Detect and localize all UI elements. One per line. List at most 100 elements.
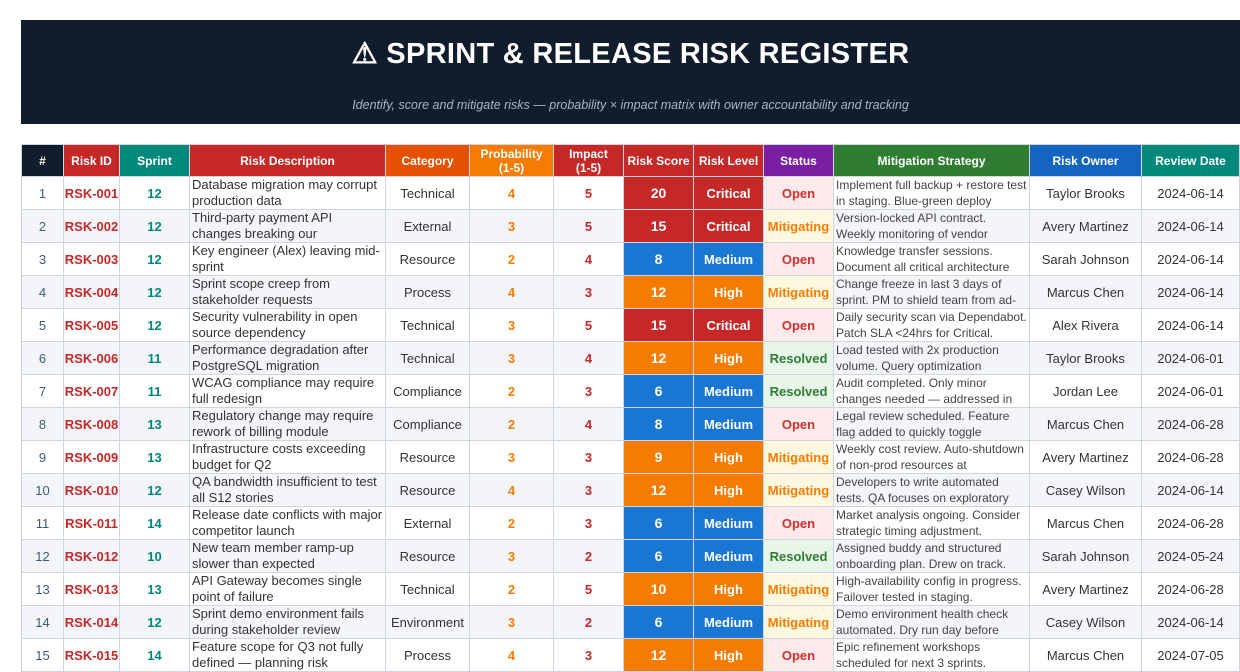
- impact: 4: [553, 341, 624, 375]
- risk-id: RSK-005: [63, 308, 120, 342]
- mitigation-strategy: Legal review scheduled. Feature flag add…: [836, 409, 1010, 439]
- sprint: 12: [119, 605, 190, 639]
- table-row: 11 RSK-011 14 Release date conflicts with m…: [21, 506, 1240, 540]
- risk-level: Medium: [693, 374, 764, 408]
- impact: 2: [553, 539, 624, 573]
- review-date: 2024-06-14: [1141, 176, 1240, 210]
- risk-level: Medium: [693, 407, 764, 441]
- risk-score: 6: [623, 506, 694, 540]
- review-date: 2024-06-28: [1141, 506, 1240, 540]
- risk-level: Medium: [693, 605, 764, 639]
- mitigation-strategy-cell: Audit completed. Only minor changes need…: [833, 374, 1030, 408]
- impact: 5: [553, 308, 624, 342]
- mitigation-strategy: Daily security scan via Dependabot. Patc…: [836, 310, 1027, 340]
- category: External: [385, 209, 470, 243]
- risk-description: Security vulnerability in open source de…: [192, 309, 358, 341]
- probability: 4: [469, 275, 554, 309]
- category: Resource: [385, 473, 470, 507]
- risk-description: QA bandwidth insufficient to test all S1…: [192, 474, 377, 506]
- review-date: 2024-06-14: [1141, 473, 1240, 507]
- category: Compliance: [385, 374, 470, 408]
- table-row: 1 RSK-001 12 Database migration may corrupt…: [21, 176, 1240, 210]
- risk-owner: Casey Wilson: [1029, 473, 1142, 507]
- review-date: 2024-05-24: [1141, 539, 1240, 573]
- status: Open: [763, 308, 834, 342]
- risk-description: New team member ramp-up slower than expe…: [192, 540, 354, 572]
- column-header: Risk Level: [693, 144, 764, 177]
- status: Resolved: [763, 374, 834, 408]
- probability: 3: [469, 539, 554, 573]
- mitigation-strategy-cell: Load tested with 2x production volume. Q…: [833, 341, 1030, 375]
- probability: 3: [469, 341, 554, 375]
- risk-score: 6: [623, 374, 694, 408]
- status: Resolved: [763, 341, 834, 375]
- risk-level: High: [693, 638, 764, 672]
- probability: 3: [469, 308, 554, 342]
- risk-description-cell: Performance degradation after PostgreSQL…: [189, 341, 386, 375]
- sprint: 12: [119, 473, 190, 507]
- mitigation-strategy: Assigned buddy and structured onboarding…: [836, 541, 1007, 571]
- mitigation-strategy-cell: Legal review scheduled. Feature flag add…: [833, 407, 1030, 441]
- impact: 5: [553, 176, 624, 210]
- category: External: [385, 506, 470, 540]
- risk-score: 20: [623, 176, 694, 210]
- impact: 3: [553, 374, 624, 408]
- risk-level: High: [693, 473, 764, 507]
- risk-level: High: [693, 275, 764, 309]
- mitigation-strategy: Demo environment health check automated.…: [836, 607, 1009, 637]
- sprint: 13: [119, 407, 190, 441]
- table-row: 9 RSK-009 13 Infrastructure costs exceeding…: [21, 440, 1240, 474]
- status: Mitigating: [763, 572, 834, 606]
- review-date: 2024-06-14: [1141, 209, 1240, 243]
- risk-description: Sprint demo environment fails during sta…: [192, 606, 364, 638]
- probability: 2: [469, 572, 554, 606]
- sprint: 12: [119, 209, 190, 243]
- risk-description-cell: Release date conflicts with major compet…: [189, 506, 386, 540]
- risk-description: Performance degradation after PostgreSQL…: [192, 342, 369, 374]
- risk-description: API Gateway becomes single point of fail…: [192, 573, 362, 605]
- risk-description-cell: Third-party payment API changes breaking…: [189, 209, 386, 243]
- risk-owner: Alex Rivera: [1029, 308, 1142, 342]
- sprint: 14: [119, 638, 190, 672]
- risk-owner: Sarah Johnson: [1029, 539, 1142, 573]
- row-number: 4: [21, 275, 64, 309]
- mitigation-strategy: Version-locked API contract. Weekly moni…: [836, 211, 988, 241]
- review-date: 2024-06-28: [1141, 407, 1240, 441]
- risk-description-cell: API Gateway becomes single point of fail…: [189, 572, 386, 606]
- column-header: Category: [385, 144, 470, 177]
- sprint: 10: [119, 539, 190, 573]
- impact: 3: [553, 473, 624, 507]
- mitigation-strategy-cell: Market analysis ongoing. Consider strate…: [833, 506, 1030, 540]
- risk-score: 6: [623, 605, 694, 639]
- status: Open: [763, 506, 834, 540]
- row-number: 9: [21, 440, 64, 474]
- body: {"header": {"title": "⚠ SPRINT & RELEASE…: [21, 20, 1240, 672]
- mitigation-strategy-cell: Implement full backup + restore test in …: [833, 176, 1030, 210]
- impact: 3: [553, 275, 624, 309]
- risk-description-cell: New team member ramp-up slower than expe…: [189, 539, 386, 573]
- mitigation-strategy: Developers to write automated tests. QA …: [836, 475, 1009, 505]
- impact: 5: [553, 209, 624, 243]
- probability: 3: [469, 440, 554, 474]
- risk-score: 10: [623, 572, 694, 606]
- category: Environment: [385, 605, 470, 639]
- risk-id: RSK-001: [63, 176, 120, 210]
- risk-id: RSK-007: [63, 374, 120, 408]
- table-row: 13 RSK-013 13 API Gateway becomes single po…: [21, 572, 1240, 606]
- review-date: 2024-06-01: [1141, 374, 1240, 408]
- sprint: 14: [119, 506, 190, 540]
- risk-id: RSK-004: [63, 275, 120, 309]
- risk-description-cell: WCAG compliance may require full redesig…: [189, 374, 386, 408]
- impact: 3: [553, 638, 624, 672]
- category: Compliance: [385, 407, 470, 441]
- risk-level: High: [693, 440, 764, 474]
- risk-id: RSK-015: [63, 638, 120, 672]
- category: Resource: [385, 539, 470, 573]
- risk-owner: Taylor Brooks: [1029, 176, 1142, 210]
- category: Technical: [385, 176, 470, 210]
- risk-description: Sprint scope creep from stakeholder requ…: [192, 276, 331, 308]
- risk-level: Critical: [693, 176, 764, 210]
- risk-level: Critical: [693, 308, 764, 342]
- mitigation-strategy-cell: Demo environment health check automated.…: [833, 605, 1030, 639]
- risk-description-cell: Infrastructure costs exceeding budget fo…: [189, 440, 386, 474]
